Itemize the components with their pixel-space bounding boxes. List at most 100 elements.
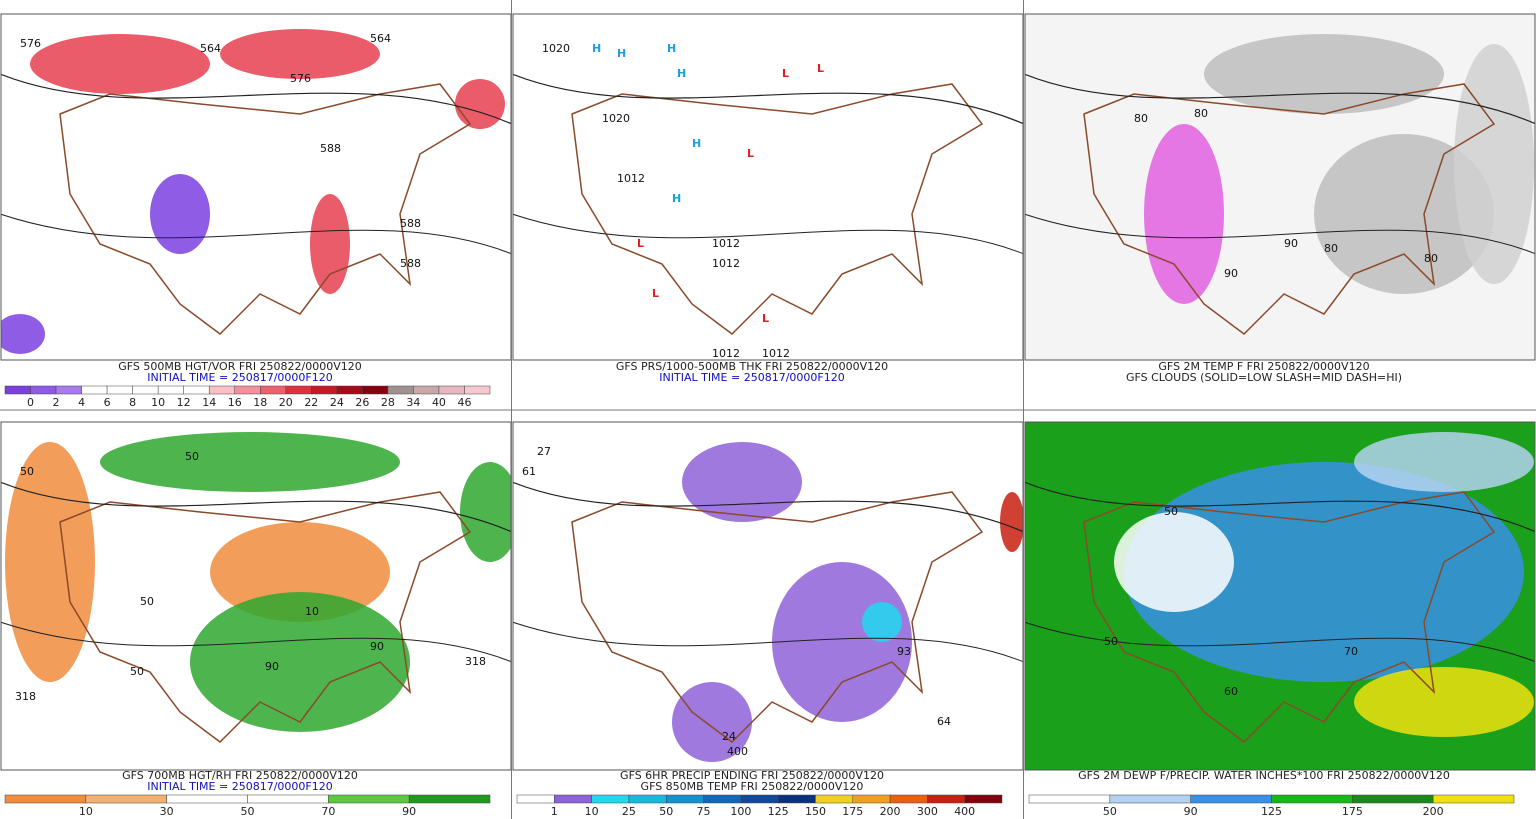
shaded-area bbox=[190, 592, 410, 732]
colorbar-segment bbox=[328, 794, 410, 804]
colorbar-label: 10 bbox=[585, 805, 599, 818]
map-label: H bbox=[672, 192, 681, 205]
colorbar-label: 50 bbox=[241, 805, 255, 818]
colorbar-label: 6 bbox=[104, 396, 111, 409]
contour bbox=[1, 481, 511, 533]
map-label: 576 bbox=[290, 72, 311, 85]
colorbar-label: 200 bbox=[1423, 805, 1444, 818]
contour bbox=[1, 213, 511, 255]
map-label: 1020 bbox=[542, 42, 570, 55]
map-label: H bbox=[692, 137, 701, 150]
colorbar-segment bbox=[260, 385, 287, 395]
caption: GFS 850MB TEMP FRI 250822/0000V120 bbox=[641, 780, 864, 793]
map-label: 70 bbox=[1344, 645, 1358, 658]
map-frame bbox=[1024, 421, 1536, 771]
colorbar-label: 22 bbox=[304, 396, 318, 409]
shaded-area bbox=[1454, 44, 1534, 284]
map-label: 24 bbox=[722, 730, 736, 743]
caption: GFS 6HR PRECIP ENDING FRI 250822/0000V12… bbox=[620, 769, 884, 782]
colorbar-segment bbox=[413, 385, 440, 395]
colorbar-label: 10 bbox=[79, 805, 93, 818]
map-label: 1012 bbox=[712, 347, 740, 360]
contour bbox=[513, 213, 1023, 255]
map-label: 64 bbox=[937, 715, 951, 728]
colorbar-segment bbox=[311, 385, 338, 395]
panel: 50 50 50 50 10 90 90 318 318 GFS 700MB HGT/RH FRI… bbox=[0, 421, 512, 818]
colorbar-segment bbox=[285, 385, 312, 395]
shaded-area bbox=[1144, 124, 1224, 304]
map-label: 318 bbox=[465, 655, 486, 668]
map-label: 50 bbox=[185, 450, 199, 463]
panel: 50 50 60 70 GFS 2M DEWP F/PRECIP. WATER INCH… bbox=[1024, 421, 1536, 818]
colorbar-label: 20 bbox=[279, 396, 293, 409]
map-label: 576 bbox=[20, 37, 41, 50]
colorbar-segment bbox=[81, 385, 108, 395]
shaded-area bbox=[682, 442, 802, 522]
map-label: 90 bbox=[265, 660, 279, 673]
colorbar-label: 10 bbox=[151, 396, 165, 409]
colorbar-label: 26 bbox=[355, 396, 369, 409]
colorbar-segment bbox=[247, 794, 329, 804]
map-label: 50 bbox=[130, 665, 144, 678]
contour bbox=[1025, 73, 1535, 125]
colorbar-label: 1 bbox=[551, 805, 558, 818]
colorbar-segment bbox=[852, 794, 891, 804]
map-label: 50 bbox=[20, 465, 34, 478]
shaded-area bbox=[1354, 432, 1534, 492]
colorbar-label: 70 bbox=[321, 805, 335, 818]
caption: INITIAL TIME = 250817/0000F120 bbox=[147, 780, 332, 793]
country-border bbox=[59, 491, 472, 743]
colorbar-segment bbox=[628, 794, 667, 804]
contour bbox=[513, 481, 1023, 533]
colorbar-label: 4 bbox=[78, 396, 85, 409]
map-label: L bbox=[817, 62, 824, 75]
colorbar-label: 12 bbox=[177, 396, 191, 409]
map-label: 588 bbox=[400, 257, 421, 270]
colorbar-label: 25 bbox=[622, 805, 636, 818]
shaded-area bbox=[5, 442, 95, 682]
map-label: H bbox=[617, 47, 626, 60]
colorbar-label: 14 bbox=[202, 396, 216, 409]
contour bbox=[513, 621, 1023, 663]
map-label: L bbox=[637, 237, 644, 250]
shaded-area bbox=[1354, 667, 1534, 737]
map: 80 80 80 90 90 80 bbox=[1025, 14, 1535, 360]
map-label: 588 bbox=[400, 217, 421, 230]
country-border bbox=[571, 491, 984, 743]
colorbar-label: 34 bbox=[406, 396, 420, 409]
colorbar-label: 40 bbox=[432, 396, 446, 409]
colorbar-segment bbox=[1432, 794, 1515, 804]
colorbar-segment bbox=[132, 385, 159, 395]
colorbar-label: 125 bbox=[1261, 805, 1282, 818]
colorbar-label: 100 bbox=[730, 805, 751, 818]
colorbar-segment bbox=[927, 794, 965, 804]
shaded-area bbox=[1314, 134, 1494, 294]
shaded-area bbox=[220, 29, 380, 79]
colorbar-segment bbox=[234, 385, 261, 395]
caption: GFS CLOUDS (SOLID=LOW SLASH=MID DASH=HI) bbox=[1126, 371, 1402, 384]
colorbar-label: 50 bbox=[659, 805, 673, 818]
shaded-area bbox=[772, 562, 912, 722]
map-label: 80 bbox=[1424, 252, 1438, 265]
country-border bbox=[59, 83, 472, 335]
colorbar-segment bbox=[1352, 794, 1434, 804]
map-label: 50 bbox=[140, 595, 154, 608]
shaded-area bbox=[1114, 512, 1234, 612]
colorbar-label: 175 bbox=[842, 805, 863, 818]
colorbar-label: 400 bbox=[954, 805, 975, 818]
colorbar-label: 50 bbox=[1103, 805, 1117, 818]
colorbar-segment bbox=[438, 385, 465, 395]
colorbar-label: 75 bbox=[697, 805, 711, 818]
map-label: 588 bbox=[320, 142, 341, 155]
map-label: H bbox=[667, 42, 676, 55]
map-label: L bbox=[747, 147, 754, 160]
shaded-area bbox=[1000, 492, 1023, 552]
colorbar-label: 0 bbox=[27, 396, 34, 409]
contour bbox=[1025, 621, 1535, 663]
map-label: 61 bbox=[522, 465, 536, 478]
contour bbox=[1, 73, 511, 125]
contour bbox=[513, 73, 1023, 125]
colorbar-label: 125 bbox=[768, 805, 789, 818]
